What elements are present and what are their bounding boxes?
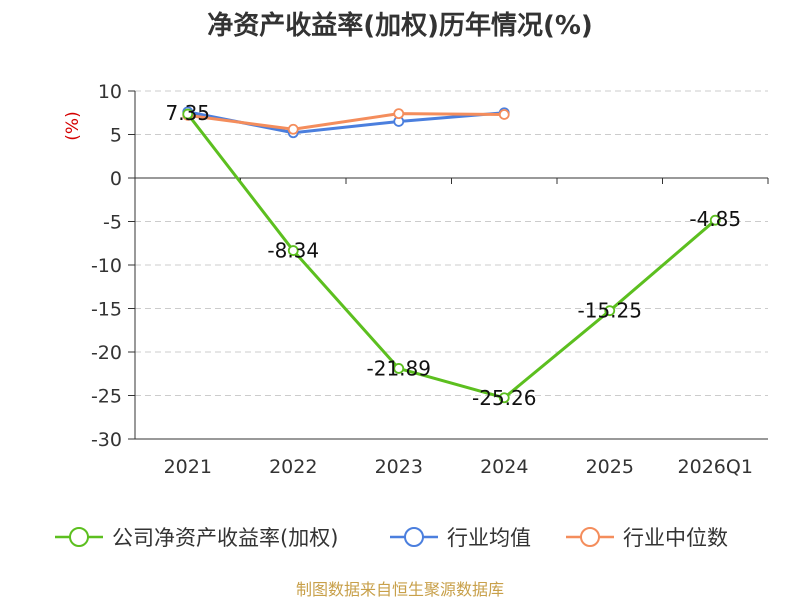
axes: 10 5 0 -5 -10 -15 -20 -25 -30 2021 2022 2023 2024 202… (91, 81, 769, 478)
data-point (393, 363, 405, 374)
legend: 公司净资产收益率(加权) 行业均值 行业中位数 (55, 526, 728, 550)
chart-title: 净资产收益率(加权)历年情况(%) (207, 10, 593, 41)
y-tick-label: -25 (91, 386, 122, 408)
legend-label: 公司净资产收益率(加权) (112, 526, 338, 550)
legend-label: 行业均值 (447, 526, 531, 550)
legend-marker-icon (404, 527, 424, 547)
data-point (604, 305, 616, 317)
y-axis-unit-label: (%) (63, 111, 83, 140)
data-point (498, 109, 510, 120)
data-point (709, 214, 721, 226)
x-tick-label: 2021 (164, 456, 212, 478)
y-tick-label: -30 (91, 429, 122, 451)
y-tick-label: -20 (91, 342, 122, 364)
data-label: -25.26 (472, 386, 536, 410)
data-label: -21.89 (367, 356, 431, 380)
y-tick-label: 5 (110, 125, 122, 147)
series-line (186, 113, 717, 400)
data-point (182, 108, 194, 120)
x-tick-label: 2024 (480, 456, 528, 478)
data-label: 7.35 (165, 101, 210, 125)
data-point (498, 392, 510, 404)
x-tick-label: 2026Q1 (678, 456, 753, 478)
y-tick-label: -5 (103, 212, 122, 234)
grid-lines (135, 90, 768, 440)
y-tick-label: -15 (91, 299, 122, 321)
x-tick-label: 2023 (375, 456, 423, 478)
x-tick-label: 2025 (586, 456, 634, 478)
data-label: -8.34 (267, 239, 319, 263)
source-note: 制图数据来自恒生聚源数据库 (296, 580, 504, 599)
legend-label: 行业中位数 (623, 526, 728, 550)
series-lines (182, 106, 721, 404)
data-point (287, 123, 299, 135)
y-tick-label: -10 (91, 255, 122, 277)
y-tick-label: 10 (98, 81, 122, 103)
y-tick-label: 0 (110, 168, 122, 190)
x-tick-label: 2022 (269, 456, 317, 478)
legend-marker-icon (580, 527, 600, 547)
data-label: -4.85 (689, 207, 741, 231)
series-line (187, 112, 505, 131)
data-labels: 7.35 -8.34 -21.89 -25.26 -15.25 -4.85 (165, 101, 741, 410)
data-point (393, 108, 405, 120)
data-label: -15.25 (578, 299, 642, 323)
data-point (287, 245, 299, 256)
legend-marker-icon (69, 527, 89, 547)
